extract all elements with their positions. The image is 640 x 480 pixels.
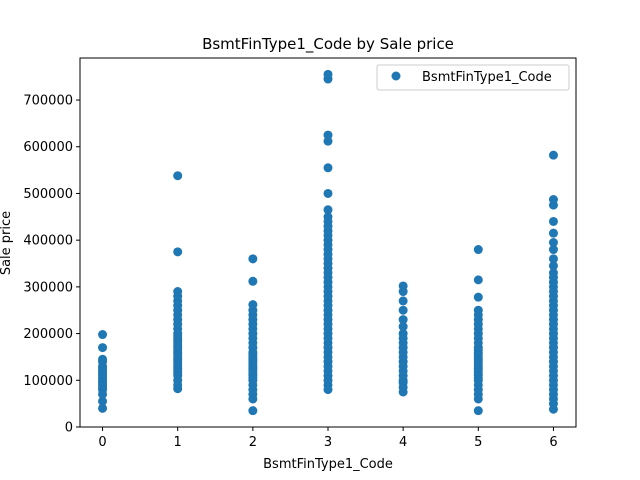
data-point bbox=[548, 261, 558, 271]
legend: BsmtFinType1_Code bbox=[376, 64, 570, 91]
y-tick-label: 200000 bbox=[23, 327, 73, 342]
data-point bbox=[548, 216, 558, 226]
data-point bbox=[98, 396, 108, 406]
data-point bbox=[323, 163, 333, 173]
data-point bbox=[323, 69, 333, 79]
data-point bbox=[398, 281, 408, 291]
data-point bbox=[548, 268, 558, 278]
data-point bbox=[323, 130, 333, 140]
y-tick-label: 500000 bbox=[23, 187, 73, 202]
data-point bbox=[248, 406, 258, 416]
legend-marker bbox=[391, 71, 401, 81]
x-axis-label: BsmtFinType1_Code bbox=[263, 457, 393, 472]
y-tick-label: 100000 bbox=[23, 374, 73, 389]
data-point bbox=[98, 330, 108, 340]
chart-title: BsmtFinType1_Code by Sale price bbox=[202, 35, 454, 54]
data-points bbox=[98, 69, 558, 416]
data-point bbox=[248, 276, 258, 286]
x-tick-label: 3 bbox=[324, 435, 332, 450]
y-tick-label: 600000 bbox=[23, 140, 73, 155]
x-tick-label: 5 bbox=[474, 435, 482, 450]
data-point bbox=[473, 305, 483, 315]
x-tick-label: 0 bbox=[98, 435, 106, 450]
y-tick-label: 300000 bbox=[23, 280, 73, 295]
data-point bbox=[398, 315, 408, 325]
y-tick-label: 0 bbox=[65, 421, 73, 436]
legend-label: BsmtFinType1_Code bbox=[422, 70, 552, 85]
data-point bbox=[98, 343, 108, 353]
x-tick-label: 1 bbox=[174, 435, 182, 450]
data-point bbox=[473, 245, 483, 255]
data-point bbox=[173, 287, 183, 297]
data-point bbox=[398, 329, 408, 339]
y-tick-label: 700000 bbox=[23, 94, 73, 109]
data-point bbox=[248, 254, 258, 264]
data-point bbox=[323, 205, 333, 215]
data-point bbox=[98, 403, 108, 413]
data-point bbox=[548, 195, 558, 205]
y-axis-label: Sale price bbox=[0, 211, 14, 275]
x-tick-label: 6 bbox=[549, 435, 557, 450]
data-point bbox=[323, 212, 333, 222]
data-point bbox=[548, 254, 558, 264]
x-axis-ticks: 0 1 2 3 4 5 6 bbox=[98, 427, 558, 450]
legend-box bbox=[376, 64, 570, 91]
data-point bbox=[398, 296, 408, 306]
y-axis-ticks: 0 100000 200000 300000 400000 500000 600000 700… bbox=[23, 94, 80, 436]
data-point bbox=[98, 354, 108, 364]
data-point bbox=[473, 275, 483, 285]
data-point bbox=[548, 238, 558, 247]
x-tick-label: 4 bbox=[399, 435, 407, 450]
plot-frame bbox=[79, 57, 577, 428]
x-tick-label: 2 bbox=[249, 435, 257, 450]
data-point bbox=[473, 406, 483, 416]
data-point bbox=[173, 171, 183, 181]
data-point bbox=[323, 188, 333, 198]
data-point bbox=[548, 228, 558, 238]
data-point bbox=[473, 292, 483, 302]
data-point bbox=[548, 150, 558, 160]
data-point bbox=[173, 247, 183, 257]
data-point bbox=[248, 300, 258, 310]
data-point bbox=[548, 245, 558, 255]
data-point bbox=[398, 305, 408, 315]
y-tick-label: 400000 bbox=[23, 234, 73, 249]
data-point bbox=[398, 322, 408, 332]
